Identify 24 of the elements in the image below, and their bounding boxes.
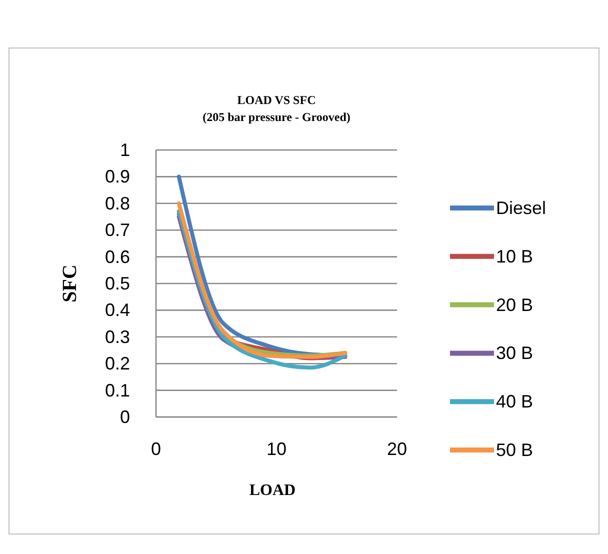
- y-tick-label: 0.8: [104, 193, 130, 214]
- legend-label: 50 B: [496, 440, 534, 460]
- legend-label: Diesel: [496, 198, 546, 218]
- y-axis-title: SFC: [59, 264, 81, 302]
- y-tick-label: 0: [120, 407, 130, 427]
- legend-label: 20 B: [496, 294, 534, 315]
- y-tick-label: 0.2: [104, 354, 130, 374]
- legend-label: 10 B: [496, 246, 534, 266]
- x-tick-label: 0: [150, 439, 162, 459]
- y-tick-label: 0.9: [104, 166, 130, 187]
- legend-label: 40 B: [496, 392, 534, 412]
- y-tick-label: 0.5: [104, 274, 130, 294]
- legend-label: 30 B: [496, 343, 534, 364]
- y-tick-label: 0.3: [104, 326, 130, 347]
- chart-title: LOAD VS SFC: [237, 93, 316, 107]
- y-tick-label: 0.1: [104, 380, 130, 400]
- x-tick-label: 20: [386, 439, 408, 459]
- y-tick-label: 0.7: [104, 220, 130, 240]
- y-tick-label: 0.4: [104, 300, 130, 320]
- x-axis-title: LOAD: [249, 482, 296, 499]
- x-tick-label: 10: [266, 439, 287, 459]
- y-tick-label: 0.6: [104, 246, 130, 267]
- chart-subtitle: (205 bar pressure - Grooved): [202, 110, 350, 124]
- y-tick-label: 1: [120, 140, 130, 160]
